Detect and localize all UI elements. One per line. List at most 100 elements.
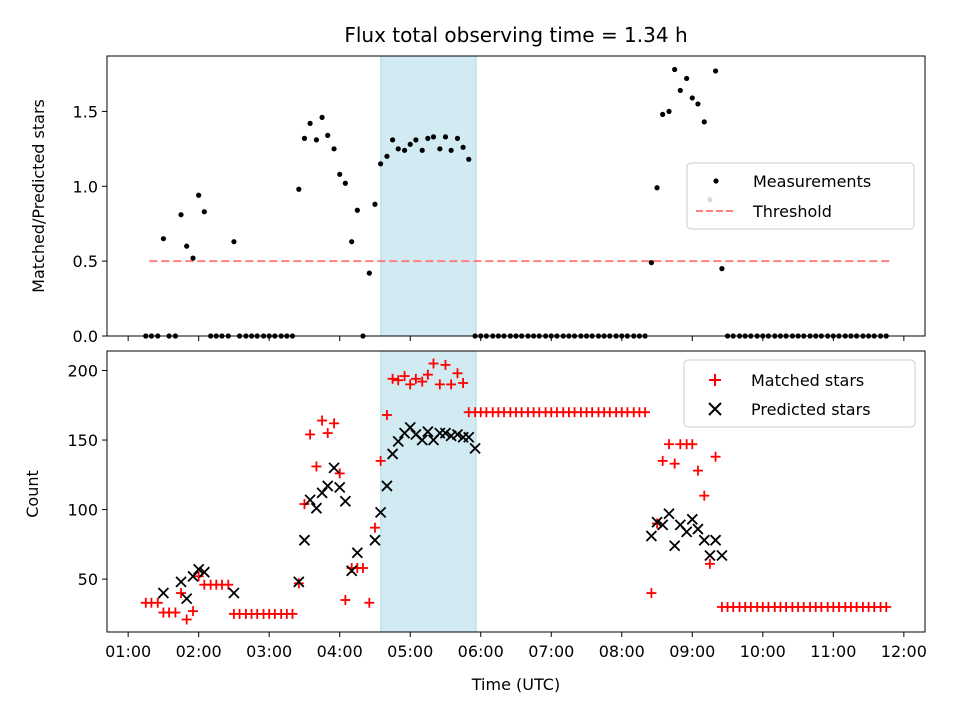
matched-star-point <box>646 588 657 599</box>
matched-star-point <box>340 595 351 606</box>
matched-star-point <box>458 377 469 388</box>
measurement-point <box>413 137 419 143</box>
measurement-point <box>196 192 202 198</box>
matched-star-point <box>369 522 380 533</box>
matched-star-point <box>881 601 892 612</box>
predicted-star-point <box>374 506 387 519</box>
measurement-point <box>389 137 396 143</box>
matched-star-point <box>181 614 192 625</box>
top-y-axis-label: Matched/Predicted stars <box>29 99 48 293</box>
predicted-star-point <box>193 563 205 576</box>
predicted-star-point <box>469 442 481 455</box>
y-tick-label: 100 <box>67 501 98 520</box>
measurement-point <box>425 135 431 141</box>
matched-star-points <box>140 358 892 625</box>
top-panel: 0.0 0.5 1.0 1.5 Matched/Predicted stars Mea… <box>29 55 926 346</box>
measurement-point <box>296 186 302 192</box>
top-highlight-band <box>380 55 477 337</box>
matched-star-point <box>440 359 451 370</box>
y-tick-label: 200 <box>67 361 98 380</box>
matched-star-point <box>393 375 404 386</box>
measurement-point <box>366 270 372 276</box>
y-tick-label: 50 <box>78 570 98 589</box>
predicted-star-point <box>334 481 346 493</box>
measurement-point <box>407 141 413 147</box>
predicted-star-point <box>369 534 381 546</box>
matched-star-point <box>381 409 392 420</box>
predicted-star-point <box>422 426 434 438</box>
matched-star-point <box>710 451 721 462</box>
x-tick-label: 03:00 <box>246 642 292 661</box>
matched-star-point <box>417 376 428 387</box>
predicted-star-point <box>175 576 187 588</box>
measurement-point <box>201 209 207 215</box>
measurement-point <box>372 201 378 207</box>
matched-star-point <box>334 468 345 479</box>
matched-star-point <box>428 358 439 369</box>
measurement-point <box>354 207 360 213</box>
legend-label-threshold: Threshold <box>752 202 832 221</box>
y-tick-label: 0.0 <box>73 327 98 346</box>
predicted-star-points <box>157 421 728 605</box>
highlight-band-rect <box>380 350 477 633</box>
predicted-star-point <box>351 547 363 559</box>
predicted-star-point <box>381 480 393 492</box>
x-tick-label: 01:00 <box>105 642 151 661</box>
predicted-star-point <box>198 566 210 578</box>
matched-star-point <box>176 588 187 599</box>
measurement-point <box>660 111 666 117</box>
predicted-star-point <box>692 523 704 535</box>
matched-star-point <box>692 465 703 476</box>
predicted-star-point <box>704 549 716 562</box>
predicted-star-point <box>346 565 358 577</box>
measurement-point <box>666 108 672 115</box>
predicted-star-point <box>404 421 416 434</box>
matched-star-point <box>375 455 386 466</box>
legend-marker-predicted <box>708 402 722 416</box>
predicted-star-point <box>298 534 311 546</box>
predicted-star-point <box>328 462 340 474</box>
bottom-axis-ticks: 50 100 150 200 01:00 02:00 03:00 04:00 05:00 06:0… <box>67 361 926 661</box>
x-tick-label: 08:00 <box>599 642 645 661</box>
matched-star-point <box>422 369 433 380</box>
bottom-highlight-band <box>380 350 477 633</box>
legend-marker-matched <box>709 374 721 386</box>
measurement-point <box>349 239 355 245</box>
measurement-point <box>437 146 443 152</box>
matched-star-point <box>434 379 445 390</box>
x-tick-label: 09:00 <box>669 642 715 661</box>
x-tick-label: 02:00 <box>176 642 222 661</box>
measurement-point <box>325 132 331 138</box>
predicted-star-point <box>657 519 669 531</box>
chart-title: Flux total observing time = 1.34 h <box>344 23 687 47</box>
x-tick-label: 11:00 <box>810 642 856 661</box>
bottom-legend-box <box>683 359 916 428</box>
predicted-star-point <box>392 435 404 448</box>
measurement-point <box>419 147 425 153</box>
matched-star-point <box>311 461 322 472</box>
matched-star-point <box>364 597 375 608</box>
predicted-star-point <box>416 434 428 446</box>
legend-label-measurements: Measurements <box>753 172 871 191</box>
matched-star-point <box>223 579 234 590</box>
measurement-point <box>160 236 167 242</box>
measurement-point <box>448 147 454 153</box>
x-axis-label: Time (UTC) <box>471 675 560 694</box>
matched-star-point <box>452 368 463 379</box>
matched-star-point <box>193 571 204 582</box>
measurement-point <box>454 135 461 141</box>
x-tick-label: 04:00 <box>317 642 363 661</box>
measurement-point <box>442 134 449 140</box>
measurement-point <box>313 137 320 143</box>
measurement-point <box>712 68 719 74</box>
predicted-star-point <box>669 540 681 552</box>
predicted-star-point <box>293 576 305 588</box>
measurement-point <box>654 185 660 191</box>
x-tick-label: 12:00 <box>881 642 927 661</box>
measurement-point <box>684 75 690 82</box>
predicted-star-point <box>686 513 698 525</box>
predicted-star-point <box>698 534 710 546</box>
measurement-point <box>701 119 707 125</box>
measurement-point <box>337 171 343 177</box>
